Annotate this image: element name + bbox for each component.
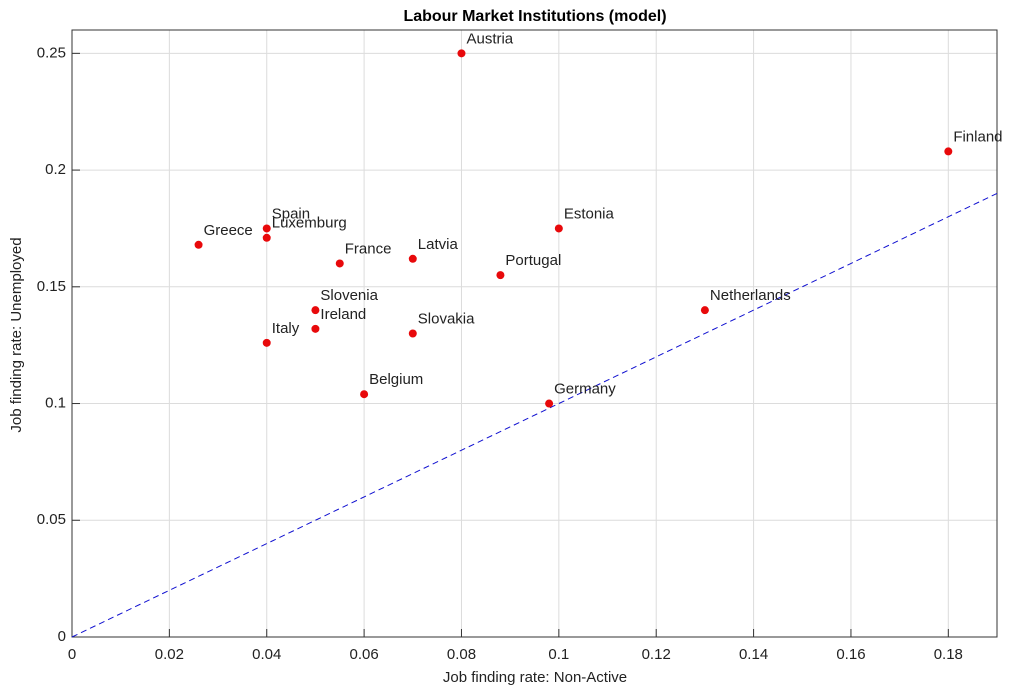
point-label: Germany — [554, 381, 616, 398]
point — [311, 306, 320, 315]
point — [554, 224, 563, 233]
x-tick-label: 0.04 — [252, 646, 281, 663]
point — [545, 399, 554, 408]
point-label: Italy — [272, 320, 300, 337]
y-tick-label: 0.1 — [45, 395, 66, 412]
point-label: Ireland — [320, 306, 366, 323]
x-tick-label: 0.14 — [739, 646, 768, 663]
plot-frame — [71, 29, 998, 638]
point — [496, 271, 505, 280]
x-tick-label: 0.06 — [350, 646, 379, 663]
point-label: Luxemburg — [272, 215, 347, 232]
point-label: Finland — [953, 128, 1002, 145]
point — [262, 233, 271, 242]
x-tick-label: 0 — [68, 646, 76, 663]
x-tick-label: 0.02 — [155, 646, 184, 663]
point — [311, 324, 320, 333]
point — [457, 49, 466, 58]
point-label: Latvia — [418, 236, 459, 253]
point-label: France — [345, 240, 392, 257]
point-label: Belgium — [369, 371, 423, 388]
point — [408, 254, 417, 263]
x-tick-label: 0.18 — [934, 646, 963, 663]
point — [335, 259, 344, 268]
y-tick-label: 0.2 — [45, 161, 66, 178]
point — [194, 240, 203, 249]
point-label: Netherlands — [710, 287, 791, 304]
reference-line — [71, 192, 998, 638]
point-label: Austria — [466, 30, 513, 47]
point-label: Slovenia — [320, 287, 378, 304]
x-tick-label: 0.08 — [447, 646, 476, 663]
y-tick-label: 0 — [58, 628, 66, 645]
point-label: Slovakia — [418, 310, 475, 327]
point — [700, 306, 709, 315]
point — [408, 329, 417, 338]
point-label: Greece — [204, 222, 253, 239]
y-tick-label: 0.25 — [37, 44, 66, 61]
point — [262, 338, 271, 347]
point — [944, 147, 953, 156]
x-tick-label: 0.16 — [836, 646, 865, 663]
x-tick-label: 0.12 — [642, 646, 671, 663]
chart-title: Labour Market Institutions (model) — [403, 8, 666, 25]
y-axis-label: Job finding rate: Unemployed — [8, 237, 25, 432]
y-tick-label: 0.05 — [37, 511, 66, 528]
x-tick-label: 0.1 — [548, 646, 569, 663]
point — [360, 390, 369, 399]
point-label: Portugal — [505, 252, 561, 269]
point-label: Estonia — [564, 205, 615, 222]
x-axis-label: Job finding rate: Non-Active — [443, 669, 627, 686]
y-tick-label: 0.15 — [37, 278, 66, 295]
point-label: Spain — [272, 205, 310, 222]
point — [262, 224, 271, 233]
